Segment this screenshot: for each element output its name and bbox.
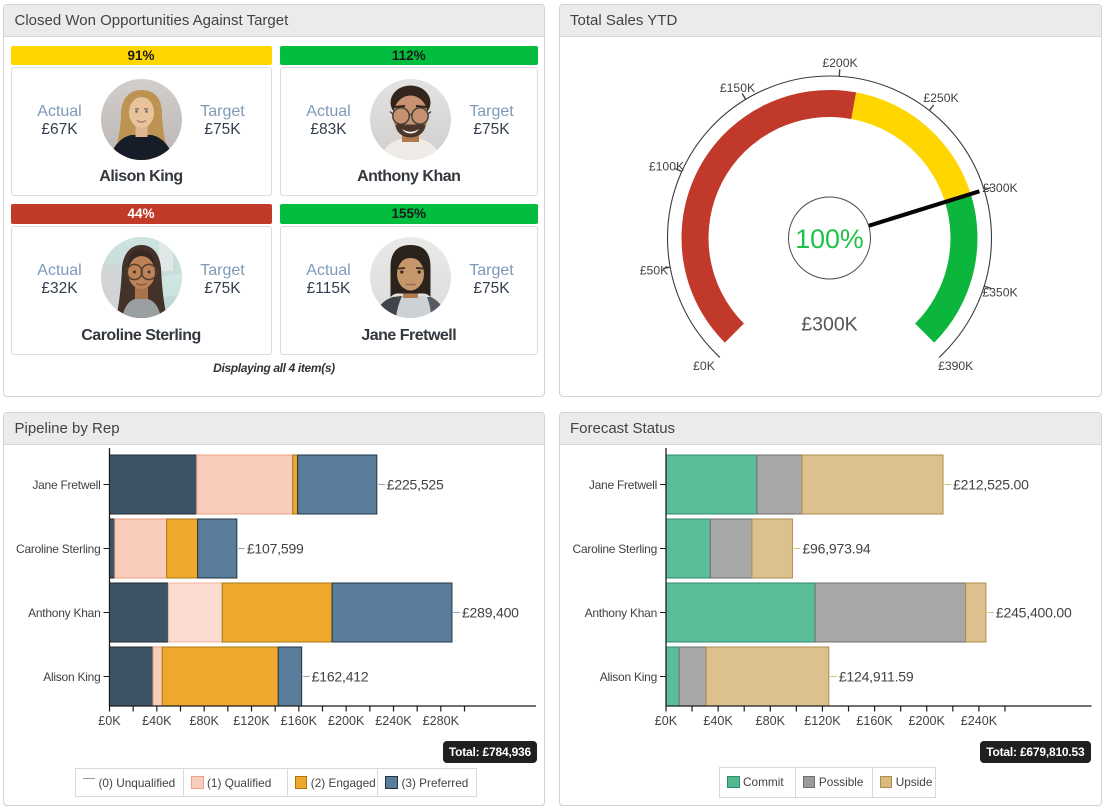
svg-text:£200K: £200K [328,714,365,728]
svg-text:£120K: £120K [804,714,841,728]
svg-text:£240K: £240K [375,714,412,728]
svg-text:Caroline Sterling: Caroline Sterling [573,542,657,556]
svg-text:£0K: £0K [693,359,715,373]
svg-text:£280K: £280K [423,714,460,728]
svg-text:Jane Fretwell: Jane Fretwell [589,478,657,492]
svg-text:£160K: £160K [281,714,318,728]
svg-text:Anthony Khan: Anthony Khan [28,606,100,620]
svg-text:£96,973.94: £96,973.94 [802,541,870,557]
svg-text:£390K: £390K [938,359,973,373]
svg-text:£250K: £250K [923,91,958,105]
svg-text:Alison King: Alison King [600,670,657,684]
svg-text:Jane Fretwell: Jane Fretwell [32,478,100,492]
svg-text:£212,525.00: £212,525.00 [953,477,1029,493]
svg-text:£40K: £40K [142,714,172,728]
svg-text:£120K: £120K [233,714,270,728]
svg-text:Caroline Sterling: Caroline Sterling [16,542,100,556]
svg-text:£100K: £100K [649,159,684,173]
svg-text:£162,412: £162,412 [312,669,369,685]
svg-text:£200K: £200K [822,56,857,70]
svg-text:£200K: £200K [908,714,945,728]
svg-text:£160K: £160K [856,714,893,728]
svg-text:£107,599: £107,599 [247,541,304,557]
svg-text:£300K: £300K [801,314,857,336]
svg-text:Alison King: Alison King [43,670,100,684]
svg-text:£0K: £0K [655,714,678,728]
svg-text:£300K: £300K [982,181,1017,195]
svg-text:100%: 100% [795,224,864,254]
svg-text:£350K: £350K [982,285,1017,299]
svg-text:£80K: £80K [756,714,786,728]
svg-text:£240K: £240K [961,714,998,728]
svg-text:£124,911.59: £124,911.59 [839,669,914,685]
svg-text:£40K: £40K [703,714,733,728]
svg-text:£289,400: £289,400 [462,605,519,621]
svg-text:£0K: £0K [98,714,121,728]
svg-text:£50K: £50K [640,264,668,278]
svg-text:£150K: £150K [720,81,755,95]
svg-text:£80K: £80K [189,714,219,728]
svg-text:Anthony Khan: Anthony Khan [585,606,657,620]
svg-text:£245,400.00: £245,400.00 [996,605,1072,621]
svg-text:£225,525: £225,525 [387,477,444,493]
